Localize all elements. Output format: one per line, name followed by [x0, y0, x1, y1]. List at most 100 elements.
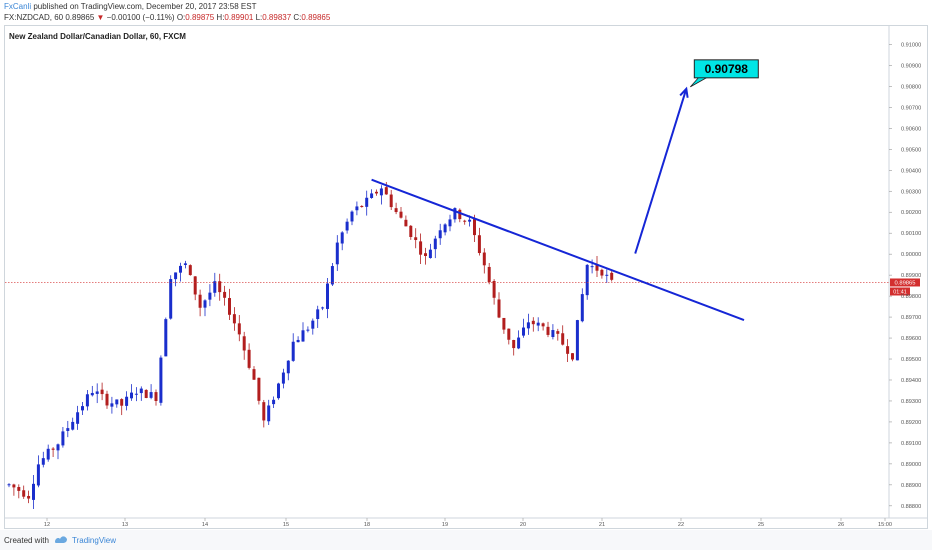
candle-body: [575, 320, 579, 361]
candle-body: [27, 495, 31, 499]
target-arrowhead: [679, 86, 689, 98]
candle-body: [179, 265, 182, 273]
candle-body: [590, 266, 594, 268]
candle-body: [497, 299, 501, 318]
candle-body: [149, 392, 153, 398]
candle-body: [232, 314, 236, 324]
y-tick-label: 0.89600: [901, 336, 921, 342]
candle-body: [277, 383, 280, 399]
candle-body: [61, 431, 65, 446]
candle-body: [105, 393, 109, 406]
y-tick-label: 0.90500: [901, 147, 921, 153]
y-tick-label: 0.89700: [901, 315, 921, 321]
author-link[interactable]: FxCanli: [4, 2, 32, 11]
candle-body: [492, 280, 496, 298]
chart-svg[interactable]: 0.89865 01:41 0.90798 0.91000 0.90900 0.9080…: [5, 26, 927, 528]
candle-body: [443, 224, 447, 233]
chart-header: FxCanli published on TradingView.com, De…: [0, 0, 932, 24]
y-tick-label: 0.90400: [901, 168, 921, 174]
candle-body: [7, 484, 11, 486]
resistance-trendline[interactable]: [371, 178, 745, 321]
candle-body: [370, 193, 374, 198]
candle-body: [291, 341, 295, 361]
x-tick-label: 25: [758, 522, 764, 528]
x-tick-label: 15: [283, 522, 289, 528]
candle-body: [85, 394, 89, 407]
chart-title: New Zealand Dollar/Canadian Dollar, 60, …: [9, 32, 186, 41]
open-value: 0.89875: [185, 13, 215, 22]
x-tick-label: 18: [364, 522, 370, 528]
candle-body: [281, 372, 285, 384]
candle-body: [159, 357, 163, 403]
close-value: 0.89865: [301, 13, 331, 22]
candle-body: [272, 399, 276, 405]
candle-body: [306, 329, 310, 331]
candle-body: [81, 406, 84, 411]
tradingview-brand-link[interactable]: TradingView: [72, 536, 117, 545]
candle-body: [375, 191, 378, 194]
candle-body: [458, 209, 462, 220]
candle-body: [409, 225, 413, 237]
candle-body: [517, 337, 521, 349]
candle-body: [595, 264, 599, 271]
candle-body: [512, 339, 516, 349]
candle-body: [580, 294, 584, 322]
candle-body: [144, 389, 148, 398]
chart-area[interactable]: 0.89865 01:41 0.90798 0.91000 0.90900 0.9080…: [4, 25, 928, 529]
current-price-tag: [890, 278, 920, 287]
candle-body: [17, 487, 21, 491]
candle-body: [95, 391, 99, 394]
candle-body: [384, 187, 388, 195]
low-value: 0.89837: [262, 13, 292, 22]
candle-body: [36, 464, 40, 486]
y-tick-label: 0.89400: [901, 378, 921, 384]
candle-body: [551, 330, 555, 338]
candle-body: [536, 322, 540, 326]
candle-body: [247, 349, 251, 368]
candle-body: [414, 237, 418, 240]
candle-body: [120, 399, 124, 406]
candle-body: [174, 272, 178, 280]
candle-body: [237, 323, 241, 335]
candle-body: [218, 281, 222, 293]
candle-body: [76, 412, 80, 424]
candle-body: [213, 281, 217, 293]
countdown-label: 01:41: [893, 289, 907, 295]
published-text: published on TradingView.com, December 2…: [33, 2, 257, 11]
candle-body: [311, 320, 315, 329]
candle-body: [71, 421, 75, 430]
candle-body: [610, 272, 614, 280]
candle-body: [531, 320, 535, 325]
candle-body: [56, 444, 60, 451]
candle-body: [468, 219, 472, 222]
candle-body: [477, 235, 481, 254]
x-tick-label: 22: [678, 522, 684, 528]
y-tick-label: 0.88900: [901, 483, 921, 489]
target-arrow-line[interactable]: [634, 88, 688, 254]
y-tick-label: 0.89200: [901, 420, 921, 426]
candle-body: [316, 309, 320, 320]
candle-body: [394, 208, 398, 213]
candle-body: [340, 232, 344, 244]
candle-body: [321, 307, 325, 309]
candle-body: [125, 396, 129, 406]
y-tick-label: 0.89000: [901, 462, 921, 468]
candle-body: [228, 298, 231, 315]
target-price-box[interactable]: [693, 59, 759, 79]
candle-body: [183, 263, 187, 265]
candle-body: [546, 326, 550, 335]
candle-body: [262, 402, 266, 421]
candle-body: [487, 266, 491, 283]
candle-body: [90, 392, 94, 396]
candle-body: [223, 291, 227, 298]
candle-body: [424, 253, 427, 257]
candle-body: [335, 242, 339, 265]
low-label: L:: [255, 13, 263, 22]
high-label: H:: [216, 13, 225, 22]
candle-body: [32, 483, 35, 500]
candle-body: [326, 283, 329, 309]
high-value: 0.89901: [224, 13, 254, 22]
candle-body: [203, 300, 207, 308]
countdown-tag: [890, 287, 910, 296]
candle-body: [502, 317, 506, 330]
